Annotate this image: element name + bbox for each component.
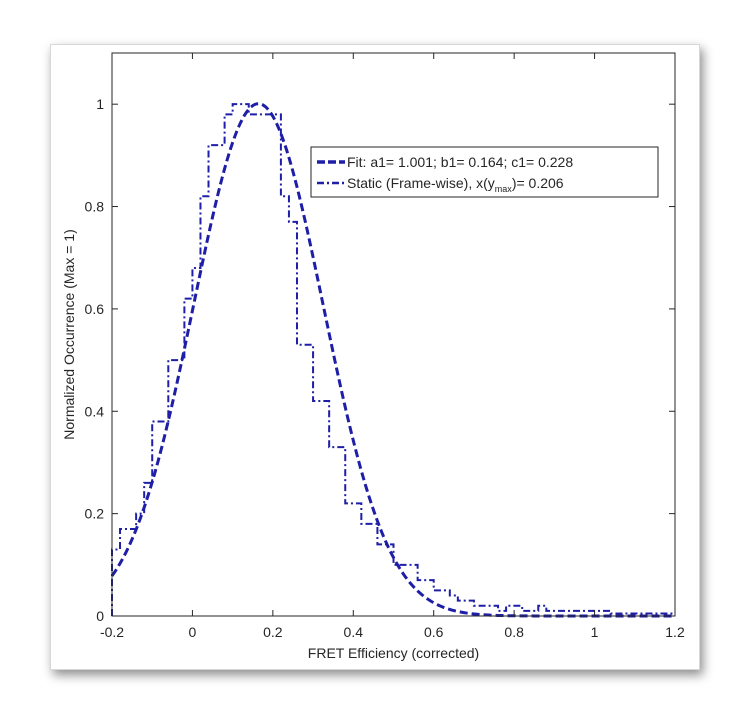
x-tick-label: 1 <box>591 624 599 640</box>
plot-background <box>112 53 675 616</box>
y-tick-label: 0.2 <box>85 506 105 522</box>
figure-frame: -0.2 0 0.2 0.4 0.6 0.8 1 1.2 0 0.2 0.4 0.6 0.8 1 FRET… <box>50 44 700 670</box>
axes <box>111 52 676 617</box>
x-tick-label: 0 <box>189 624 197 640</box>
tick-labels: -0.2 0 0.2 0.4 0.6 0.8 1 1.200.20.40.60.81 <box>85 96 685 640</box>
y-tick-label: 0.8 <box>85 199 105 215</box>
axes-box <box>111 52 676 617</box>
y-tick-label: 0.6 <box>85 301 105 317</box>
x-tick-label: 0.8 <box>504 624 524 640</box>
legend-fit-label: Fit: a1= 1.001; b1= 0.164; c1= 0.228 <box>347 154 573 170</box>
x-axis-label: FRET Efficiency (corrected) <box>308 645 479 661</box>
x-tick-label: 0.4 <box>344 624 364 640</box>
y-tick-label: 0.4 <box>85 403 105 419</box>
y-axis-label: Normalized Occurrence (Max = 1) <box>61 229 77 439</box>
x-tick-label: 0.2 <box>263 624 283 640</box>
legend: Fit: a1= 1.001; b1= 0.164; c1= 0.228 Stat… <box>310 146 659 198</box>
x-tick-label: 0.6 <box>424 624 444 640</box>
plot-area <box>112 53 675 616</box>
x-tick-label: 1.2 <box>665 624 685 640</box>
static-histogram-stairs <box>111 103 675 616</box>
legend-static-label: Static (Frame-wise), x(ymax)= 0.206 <box>347 175 564 194</box>
legend-box <box>310 146 659 198</box>
fret-histogram-chart: -0.2 0 0.2 0.4 0.6 0.8 1 1.200.20.40.60.81 FRET… <box>61 52 685 661</box>
y-tick-label: 1 <box>96 96 104 112</box>
x-tick-label: -0.2 <box>100 624 124 640</box>
y-tick-label: 0 <box>96 608 104 624</box>
